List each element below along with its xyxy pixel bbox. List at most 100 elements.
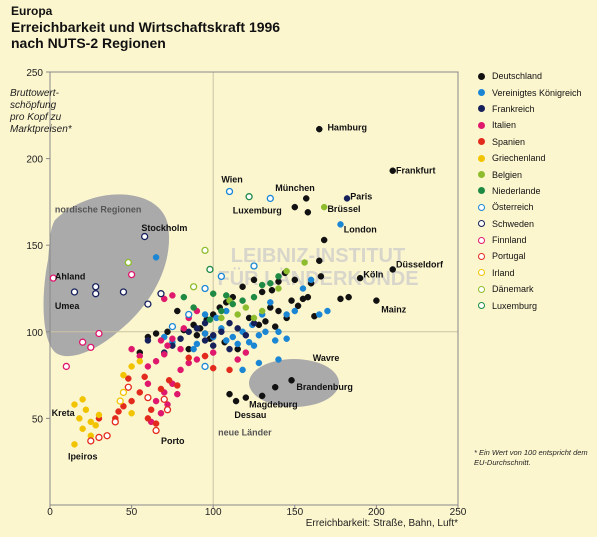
data-point-italien [234,356,241,363]
data-point-spanien [120,403,127,410]
data-point-osterreich [185,310,193,319]
watermark-line-2: FÜR LÄNDERKUNDE [217,267,418,290]
x-tick-label: 250 [450,507,467,518]
region-label: nordische Regionen [55,204,142,214]
data-point-deutschland [294,302,302,310]
data-point-belgien [242,304,250,311]
data-point-osterreich [266,194,274,203]
annotation-label: London [344,225,377,235]
y-tick-label: 100 [26,328,43,339]
data-point-osterreich [250,262,258,270]
annotation-label: Porto [161,436,185,446]
data-point-belgien [218,314,225,322]
data-point-deutschland [373,297,380,304]
annotation-label: Dessau [234,410,266,420]
data-point-deutschland [304,209,312,216]
data-point-italien [128,345,135,353]
annotation-label: Mainz [381,304,407,314]
data-point-danemark [124,258,132,267]
annotation-label: Wavre [313,353,340,363]
legend-item: Spanien [478,134,582,150]
data-point-niederlande [180,293,188,301]
legend-swatch [478,105,485,113]
data-point-vereinigtes-konigreich [307,276,315,284]
data-point-niederlande [239,297,246,304]
annotation-label: Paris [350,192,372,202]
data-point-frankreich [218,328,225,336]
data-point-niederlande [250,293,258,301]
legend-label: Griechenland [492,153,546,164]
data-point-finnland [49,274,57,282]
legend-label: Finnland [492,235,527,246]
data-point-italien [160,295,168,303]
data-point-italien [177,366,184,374]
data-point-italien [152,357,160,365]
legend-swatch [478,171,485,179]
data-point-italien [157,337,165,344]
data-point-osterreich [201,284,209,293]
data-point-deutschland [317,273,325,280]
legend-label: Österreich [492,202,534,213]
data-point-spanien [165,377,173,384]
y-tick-label: 250 [26,68,43,79]
data-point-vereinigtes-konigreich [255,359,263,367]
legend-label: Schweden [492,218,535,229]
data-point-danemark [189,283,198,291]
data-point-griechenland [87,418,95,426]
legend-label: Spanien [492,136,526,147]
legend-swatch [478,72,485,80]
data-point-griechenland [71,441,78,448]
legend-item: Dänemark [478,281,582,297]
y-tick-label: 150 [26,241,43,252]
data-point-niederlande [209,290,217,297]
data-point-frankreich [193,325,201,332]
data-point-frankreich [144,337,152,344]
data-point-niederlande [223,292,230,299]
data-point-finnland [62,362,70,371]
data-point-griechenland [128,363,135,370]
data-point-spanien [185,354,192,362]
data-point-vereinigtes-konigreich [152,254,160,261]
data-point-deutschland [291,203,299,211]
legend-swatch [478,252,485,260]
data-point-belgien [234,311,241,318]
data-point-niederlande [190,304,197,311]
legend-item: Italien [478,117,582,133]
data-point-frankreich [201,337,209,344]
data-point-vereinigtes-konigreich [271,337,279,344]
data-point-frankreich [226,319,233,327]
data-point-vereinigtes-konigreich [262,328,269,336]
y-axis-label-line: pro Kopf zu [9,112,62,123]
data-point-portugal [87,437,95,445]
legend-label: Frankreich [492,103,535,114]
annotation-label: Düsseldorf [396,259,444,269]
data-point-portugal [111,418,119,426]
data-point-deutschland [258,392,266,400]
annotation-label: Stockholm [141,223,187,233]
x-tick-label: 200 [368,507,385,518]
data-point-niederlande [267,280,274,287]
data-point-vereinigtes-konigreich [239,366,246,374]
data-point-deutschland [320,236,328,244]
data-point-frankreich [209,332,217,339]
data-point-italien [209,349,217,356]
data-point-osterreich [168,322,177,331]
data-point-finnland [127,270,136,279]
legend-swatch [478,302,485,310]
data-point-spanien [201,352,209,360]
data-point-irland [119,388,128,397]
data-point-vereinigtes-konigreich [190,345,197,353]
data-point-italien [160,351,168,358]
data-point-frankreich [242,332,250,339]
data-point-deutschland [337,295,344,303]
data-point-italien [152,397,160,405]
legend-label: Vereinigtes Königreich [492,87,582,98]
annotation-label: Kreta [52,408,76,418]
legend-swatch [478,121,485,129]
x-tick-label: 100 [205,507,222,518]
legend-swatch [478,89,485,97]
data-point-deutschland [164,328,171,336]
data-point-vereinigtes-konigreich [337,221,344,228]
data-point-deutschland [232,397,240,405]
title-block: Europa Erreichbarkeit und Wirtschaftskra… [11,4,280,51]
